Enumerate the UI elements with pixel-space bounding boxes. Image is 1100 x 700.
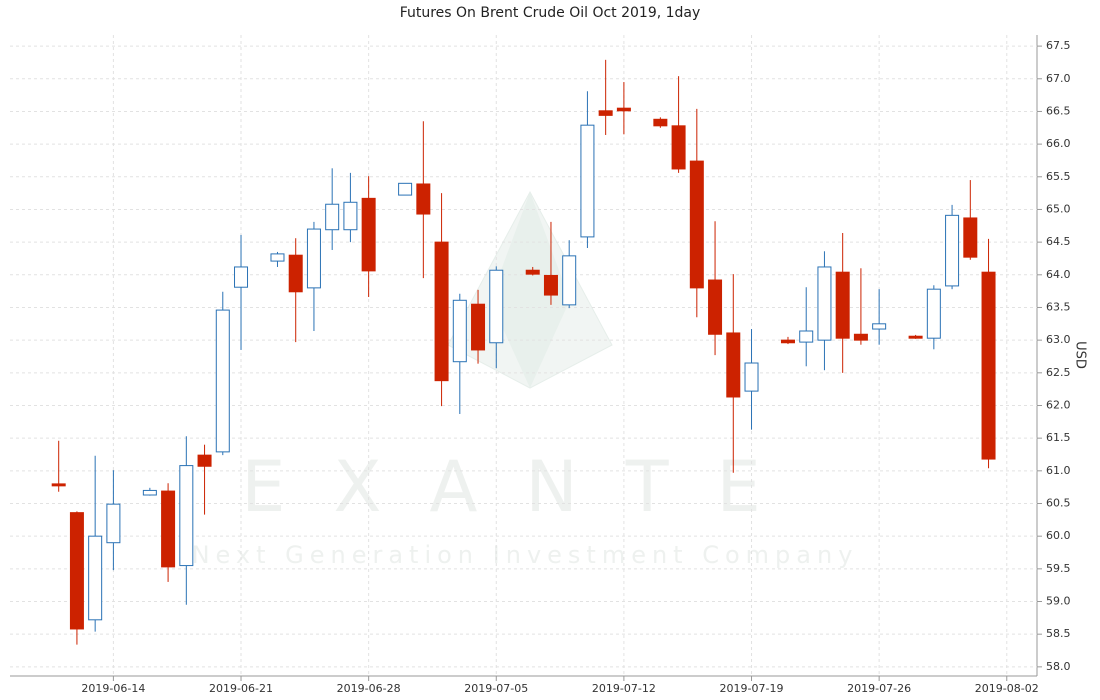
candle-body bbox=[234, 266, 249, 288]
candle-body bbox=[270, 253, 285, 262]
y-tick-label: 58.0 bbox=[1046, 660, 1071, 673]
y-tick-label: 64.5 bbox=[1046, 235, 1071, 248]
candle-body bbox=[598, 110, 613, 116]
candle-body bbox=[562, 255, 577, 306]
y-axis-label: USD bbox=[1073, 341, 1088, 369]
x-tick-label: 2019-07-05 bbox=[464, 682, 528, 695]
y-tick-label: 63.0 bbox=[1046, 333, 1071, 346]
candle-body bbox=[471, 303, 486, 351]
candle-body bbox=[653, 118, 668, 127]
y-tick-label: 67.0 bbox=[1046, 72, 1071, 85]
candle-body bbox=[51, 483, 66, 487]
x-tick-label: 2019-07-12 bbox=[592, 682, 656, 695]
candle-body bbox=[926, 288, 941, 339]
y-tick-label: 67.5 bbox=[1046, 39, 1071, 52]
x-tick-label: 2019-07-26 bbox=[847, 682, 911, 695]
y-tick-label: 59.5 bbox=[1046, 562, 1071, 575]
y-tick-label: 62.0 bbox=[1046, 398, 1071, 411]
y-tick-label: 65.5 bbox=[1046, 170, 1071, 183]
x-tick-label: 2019-06-28 bbox=[337, 682, 401, 695]
candle-body bbox=[726, 332, 741, 398]
candle-body bbox=[306, 228, 321, 289]
candle-body bbox=[945, 214, 960, 287]
candle-body bbox=[708, 279, 723, 335]
candle-body bbox=[817, 266, 832, 341]
candle-body bbox=[434, 241, 449, 382]
x-tick-label: 2019-06-14 bbox=[81, 682, 145, 695]
candle-body bbox=[489, 269, 504, 344]
candle-body bbox=[616, 107, 631, 112]
candle-body bbox=[908, 335, 923, 339]
candle-body bbox=[835, 271, 850, 339]
y-tick-label: 66.5 bbox=[1046, 104, 1071, 117]
y-tick-label: 62.5 bbox=[1046, 366, 1071, 379]
candle-body bbox=[288, 254, 303, 293]
candle-body bbox=[179, 465, 194, 567]
y-tick-label: 58.5 bbox=[1046, 627, 1071, 640]
candle-body bbox=[580, 124, 595, 238]
candle-body bbox=[88, 535, 103, 621]
candle-body bbox=[543, 274, 558, 296]
candle-body bbox=[780, 339, 795, 344]
candle-body bbox=[416, 183, 431, 215]
candle-body bbox=[872, 323, 887, 330]
y-tick-label: 66.0 bbox=[1046, 137, 1071, 150]
candle-body bbox=[106, 503, 121, 544]
candle-body bbox=[452, 299, 467, 363]
candle-body bbox=[361, 197, 376, 272]
candle-body bbox=[325, 203, 340, 231]
candle-body bbox=[215, 309, 230, 453]
candle-body bbox=[963, 217, 978, 258]
candle-body bbox=[142, 489, 157, 496]
candle-body bbox=[525, 269, 540, 275]
candle-body bbox=[744, 362, 759, 392]
y-tick-label: 65.0 bbox=[1046, 202, 1071, 215]
x-tick-label: 2019-08-02 bbox=[975, 682, 1039, 695]
y-tick-label: 61.0 bbox=[1046, 464, 1071, 477]
y-tick-label: 64.0 bbox=[1046, 268, 1071, 281]
candle-body bbox=[197, 454, 212, 467]
y-tick-label: 63.5 bbox=[1046, 300, 1071, 313]
candle-body bbox=[799, 330, 814, 343]
watermark: EXANTE bbox=[241, 446, 808, 528]
candle-body bbox=[689, 160, 704, 289]
candle-body bbox=[853, 333, 868, 341]
candle-body bbox=[398, 182, 413, 196]
candle-body bbox=[343, 201, 358, 231]
y-tick-label: 59.0 bbox=[1046, 595, 1071, 608]
watermark-subtitle: Next Generation Investment Company bbox=[192, 541, 859, 569]
candle-body bbox=[69, 512, 84, 630]
chart-title: Futures On Brent Crude Oil Oct 2019, 1da… bbox=[400, 5, 701, 21]
y-tick-label: 60.0 bbox=[1046, 529, 1071, 542]
candle-body bbox=[671, 125, 686, 170]
y-tick-label: 61.5 bbox=[1046, 431, 1071, 444]
candle-body bbox=[161, 490, 176, 568]
y-tick-label: 60.5 bbox=[1046, 496, 1071, 509]
candle-body bbox=[981, 271, 996, 460]
watermark-logo-inner bbox=[490, 192, 570, 388]
x-tick-label: 2019-07-19 bbox=[720, 682, 784, 695]
x-tick-label: 2019-06-21 bbox=[209, 682, 273, 695]
